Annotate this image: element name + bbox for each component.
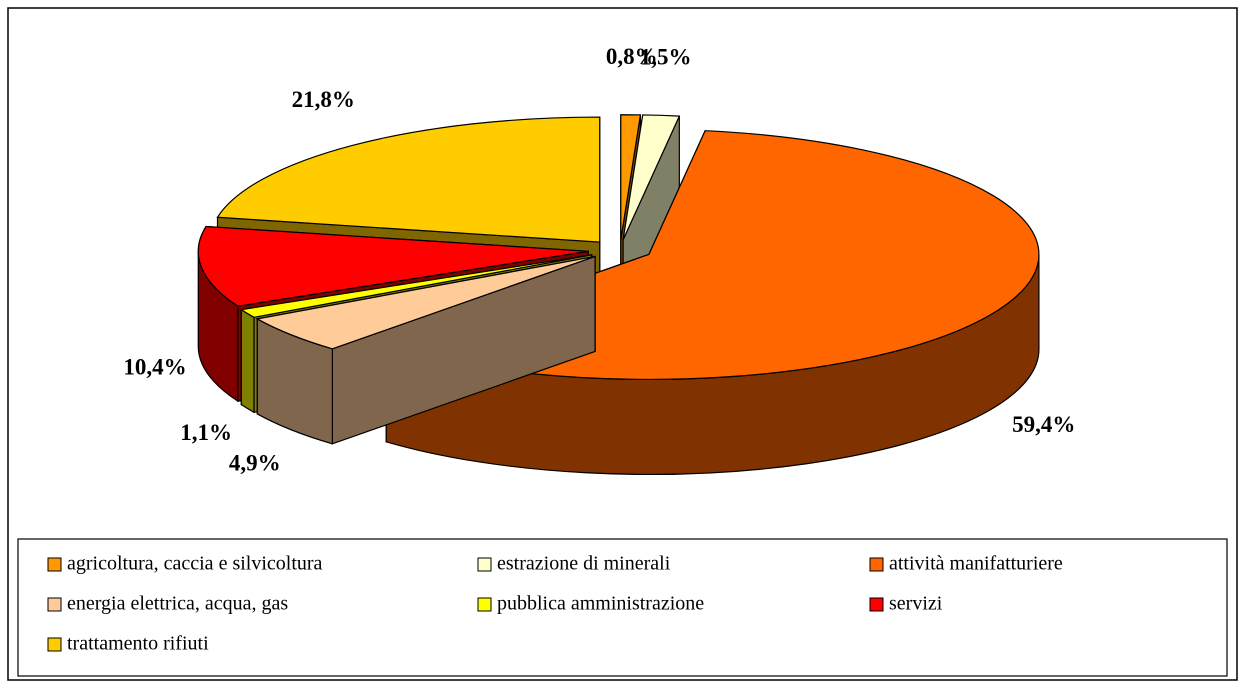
value-label: 10,4%: [123, 355, 186, 380]
slice: [620, 114, 642, 240]
legend-swatch: [477, 557, 492, 572]
legend-swatch: [47, 557, 62, 572]
legend-label: pubblica amministrazione: [497, 593, 704, 615]
value-label: 21,8%: [292, 87, 355, 112]
value-label: 1,5%: [640, 45, 692, 70]
value-label: 0,8%: [606, 44, 658, 69]
legend-swatch: [869, 597, 884, 612]
slice: [622, 114, 681, 241]
legend-label: trattamento rifiuti: [67, 633, 209, 655]
legend-label: estrazione di minerali: [497, 553, 671, 575]
slice: [255, 255, 596, 350]
value-label: 1,1%: [180, 420, 232, 445]
value-label: 4,9%: [229, 450, 281, 475]
slice: [255, 255, 596, 445]
legend-label: attività manifatturiere: [889, 553, 1063, 575]
value-label: 59,4%: [1012, 412, 1075, 437]
legend-swatch: [869, 557, 884, 572]
slice-side: [240, 308, 255, 414]
legend-label: energia elettrica, acqua, gas: [67, 593, 288, 615]
slice: [216, 116, 601, 243]
legend-label: agricoltura, caccia e silvicoltura: [67, 553, 323, 575]
legend-label: servizi: [889, 593, 943, 615]
legend-swatch: [47, 637, 62, 652]
slice: [239, 254, 592, 318]
legend-swatch: [477, 597, 492, 612]
slice: [197, 225, 589, 307]
legend-swatch: [47, 597, 62, 612]
legend-frame: [17, 538, 1228, 677]
